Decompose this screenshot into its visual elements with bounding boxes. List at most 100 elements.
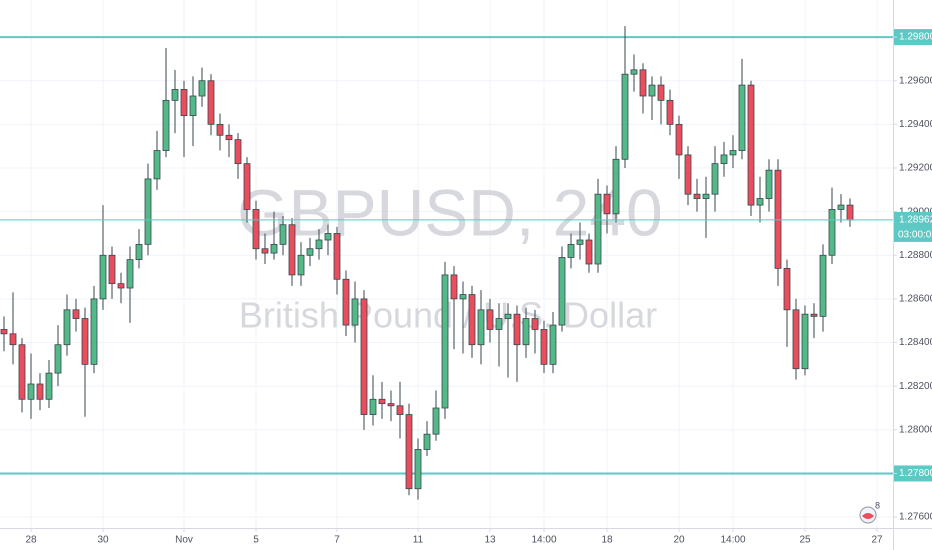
candle-body [711, 163, 719, 195]
candle-body [549, 324, 557, 365]
countdown-label: 03:00:06 [898, 230, 932, 241]
candle-body [333, 233, 341, 280]
candle-body [252, 209, 260, 250]
candle-body [216, 123, 224, 136]
y-tick-label: 1.29200 [899, 163, 932, 174]
candle-body [99, 254, 107, 300]
candle-body [657, 84, 665, 101]
candle-body [126, 259, 134, 289]
candle-body [36, 383, 44, 400]
candle-body [603, 193, 611, 215]
candle-body [27, 383, 35, 400]
candle-body [342, 278, 350, 326]
candle-body [324, 233, 332, 241]
candle-body [504, 313, 512, 319]
candle-body [405, 414, 413, 490]
candle-body [756, 198, 764, 206]
candle-body [819, 254, 827, 317]
candle-body [18, 344, 26, 400]
x-tick-label: 14:00 [720, 535, 745, 546]
candle-body [378, 398, 386, 405]
y-tick-label: 1.29000 [899, 206, 932, 217]
candle-body [135, 243, 143, 261]
candle-body [0, 329, 8, 335]
candle-body [315, 239, 323, 250]
candle-body [684, 154, 692, 195]
candle-body [297, 254, 305, 276]
candle-body [495, 318, 503, 330]
candle-body [234, 139, 242, 165]
candle-body [747, 84, 755, 206]
candle-body [729, 150, 737, 156]
y-tick-label: 1.27600 [899, 512, 932, 523]
candle-body [765, 169, 773, 199]
badge-count: 8 [875, 500, 880, 510]
candle-body [810, 313, 818, 317]
candle-body [423, 433, 431, 450]
candle-body [189, 95, 197, 117]
candle-body [801, 313, 809, 370]
candle-body [207, 80, 215, 125]
candle-body [639, 69, 647, 97]
candle-body [153, 150, 161, 180]
candle-body [432, 407, 440, 435]
candle-body [81, 318, 89, 365]
candle-body [450, 274, 458, 300]
x-tick-label: 14:00 [531, 535, 556, 546]
candle-body [279, 224, 287, 245]
y-tick-label: 1.29600 [899, 75, 932, 86]
candle-body [72, 309, 80, 319]
candle-body [198, 80, 206, 97]
x-tick-label: 5 [253, 535, 259, 546]
candle-body [243, 163, 251, 210]
y-tick-label: 1.28800 [899, 250, 932, 261]
candle-body [531, 318, 539, 330]
candle-body [693, 193, 701, 199]
x-tick-label: 7 [334, 535, 340, 546]
candle-body [576, 239, 584, 245]
candle-body [477, 309, 485, 346]
x-tick-label: 25 [799, 535, 811, 546]
candle-body [774, 169, 782, 269]
y-tick-label: 1.28200 [899, 381, 932, 392]
y-tick-label: 1.28000 [899, 424, 932, 435]
candle-body [594, 193, 602, 265]
candle-body [567, 243, 575, 258]
candle-body [648, 84, 656, 97]
candle-body [666, 99, 674, 125]
candle-body [675, 123, 683, 156]
candle-body [396, 405, 404, 415]
candle-body [90, 298, 98, 365]
candle-body [441, 274, 449, 409]
candle-body [9, 333, 17, 346]
y-tick-label: 1.28600 [899, 294, 932, 305]
candle-body [162, 99, 170, 151]
candle-body [144, 178, 152, 245]
candle-body [351, 298, 359, 326]
x-axis-area [0, 528, 932, 550]
candle-body [414, 449, 422, 490]
candle-body [792, 309, 800, 370]
candle-body [45, 372, 53, 400]
candle-body [738, 84, 746, 151]
candle-body [180, 89, 188, 117]
candle-body [117, 283, 125, 289]
price-label: 1.28962 [899, 215, 932, 226]
candle-body [171, 89, 179, 101]
candle-body [360, 298, 368, 415]
candle-body [459, 294, 467, 300]
candle-body [63, 309, 71, 346]
candle-body [270, 243, 278, 254]
x-tick-label: 18 [601, 535, 613, 546]
watermark-title: GBPUSD, 240 [237, 175, 663, 249]
price-label-box [894, 211, 932, 242]
x-tick-label: 27 [871, 535, 883, 546]
level-label-box [894, 465, 932, 482]
candle-body [621, 73, 629, 160]
candle-body [387, 403, 395, 407]
y-tick-label: 1.29400 [899, 119, 932, 130]
candle-body [828, 209, 836, 256]
x-tick-label: 30 [97, 535, 109, 546]
candle-body [612, 158, 620, 215]
